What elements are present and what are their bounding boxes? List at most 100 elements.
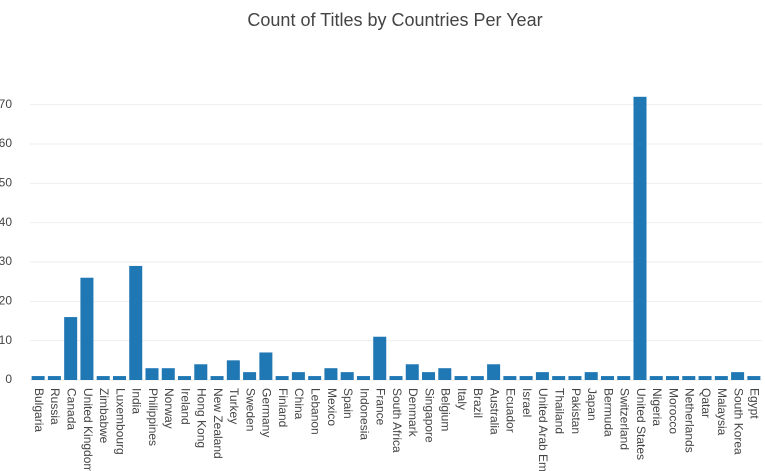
bar <box>31 376 45 380</box>
bar <box>112 376 126 380</box>
x-tick-label: South Korea <box>731 388 745 455</box>
y-tick-label: 40 <box>0 215 12 229</box>
x-tick-label: Morocco <box>666 388 680 434</box>
bar <box>210 376 224 380</box>
bar <box>373 336 387 380</box>
bar <box>568 376 582 380</box>
bar <box>584 372 598 380</box>
bar <box>389 376 403 380</box>
x-tick-label: Ecuador <box>504 388 518 433</box>
bar <box>64 317 78 380</box>
x-tick-label: Finland <box>276 388 290 427</box>
bar <box>80 277 94 380</box>
x-tick-label: Switzerland <box>618 388 632 450</box>
bar <box>96 376 110 380</box>
x-tick-label: Netherlands <box>683 388 697 453</box>
x-tick-label: Zimbabwe <box>97 388 111 444</box>
x-tick-label: Hong Kong <box>195 388 209 448</box>
bar <box>682 376 696 380</box>
x-tick-label: United Arab Emirates <box>536 388 550 471</box>
bar <box>226 360 240 380</box>
x-tick-label: Israel <box>520 388 534 417</box>
bar <box>552 376 566 380</box>
x-tick-label: Malaysia <box>715 388 729 436</box>
x-tick-label: Luxembourg <box>113 388 127 455</box>
bar <box>649 376 663 380</box>
x-tick-label: Indonesia <box>357 388 371 440</box>
bar <box>405 364 419 380</box>
bar <box>275 376 289 380</box>
bar <box>291 372 305 380</box>
x-tick-label: Germany <box>260 388 274 437</box>
x-tick-label: Australia <box>487 388 501 435</box>
x-tick-label: United States <box>634 388 648 460</box>
x-tick-label: Bermuda <box>601 388 615 437</box>
x-tick-label: Thailand <box>552 388 566 434</box>
bar <box>454 376 468 380</box>
bar <box>194 364 208 380</box>
x-tick-label: Russia <box>48 388 62 425</box>
x-tick-label: United Kingdom <box>81 388 95 471</box>
bar <box>161 368 175 380</box>
x-tick-label: Canada <box>64 388 78 430</box>
x-tick-label: Singapore <box>422 388 436 443</box>
x-tick-label: Brazil <box>471 388 485 418</box>
x-tick-label: Lebanon <box>308 388 322 435</box>
bar <box>243 372 257 380</box>
y-tick-label: 10 <box>0 333 12 347</box>
bar <box>666 376 680 380</box>
y-tick-label: 0 <box>5 372 12 386</box>
x-tick-label: South Africa <box>390 388 404 453</box>
bar <box>487 364 501 380</box>
x-tick-label: Pakistan <box>569 388 583 434</box>
x-tick-label: Nigeria <box>650 388 664 426</box>
bar <box>731 372 745 380</box>
x-tick-label: Bulgaria <box>32 388 46 432</box>
x-tick-label: Qatar <box>699 388 713 418</box>
x-tick-label: Ireland <box>178 388 192 425</box>
x-tick-label: Denmark <box>406 388 420 438</box>
x-tick-label: Turkey <box>227 388 241 424</box>
bar <box>600 376 614 380</box>
x-tick-label: Egypt <box>748 388 762 419</box>
chart-title: Count of Titles by Countries Per Year <box>247 10 542 30</box>
bar <box>503 376 517 380</box>
x-tick-label: Japan <box>585 388 599 421</box>
bar <box>340 372 354 380</box>
bar <box>422 372 436 380</box>
x-tick-label: New Zealand <box>211 388 225 459</box>
y-tick-label: 70 <box>0 97 12 111</box>
x-tick-label: Norway <box>162 388 176 429</box>
bar <box>747 376 761 380</box>
bar <box>535 372 549 380</box>
x-tick-label: Sweden <box>243 388 257 431</box>
bar <box>47 376 61 380</box>
x-tick-label: Italy <box>455 388 469 410</box>
bar <box>698 376 712 380</box>
bar <box>308 376 322 380</box>
bar <box>178 376 192 380</box>
y-tick-label: 60 <box>0 136 12 150</box>
x-tick-label: Belgium <box>439 388 453 431</box>
x-tick-label: China <box>292 388 306 420</box>
bar <box>259 352 273 380</box>
x-tick-label: Spain <box>341 388 355 419</box>
x-tick-label: France <box>374 388 388 426</box>
bar <box>145 368 159 380</box>
bar <box>470 376 484 380</box>
bar <box>519 376 533 380</box>
y-tick-label: 30 <box>0 254 12 268</box>
bar <box>129 265 143 380</box>
y-tick-label: 20 <box>0 294 12 308</box>
bar <box>633 96 647 381</box>
bar <box>438 368 452 380</box>
y-tick-label: 50 <box>0 176 12 190</box>
bar <box>324 368 338 380</box>
x-tick-label: Philippines <box>146 388 160 446</box>
x-tick-label: India <box>130 388 144 414</box>
bar <box>714 376 728 380</box>
bar <box>356 376 370 380</box>
bar <box>617 376 631 380</box>
